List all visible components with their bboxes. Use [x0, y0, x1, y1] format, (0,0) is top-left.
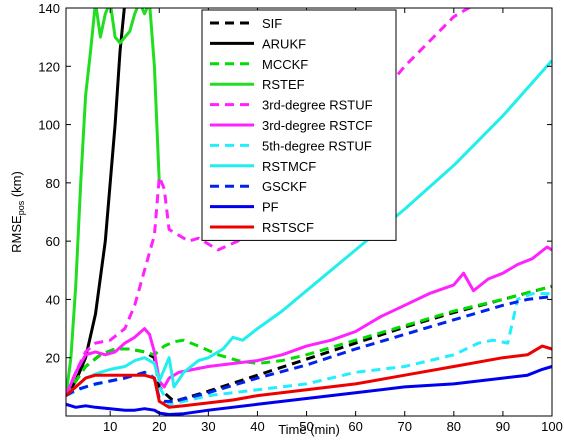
y-tick-label: 60	[46, 234, 60, 249]
y-tick-label: 80	[46, 176, 60, 191]
y-tick-label: 100	[38, 118, 60, 133]
y-axis-label-unit: (km)	[9, 171, 24, 201]
legend-label-8: GSCKF	[262, 179, 307, 194]
legend-label-7: RSTMCF	[262, 159, 316, 174]
x-tick-label: 90	[496, 419, 510, 434]
y-axis-label-main: RMSE	[9, 215, 24, 253]
legend-label-3: RSTEF	[262, 77, 305, 92]
series-line-10	[66, 344, 552, 409]
plot-frame	[65, 7, 553, 417]
y-tick-label: 140	[38, 1, 60, 16]
x-tick-label: 80	[447, 419, 461, 434]
x-tick-label: 50	[299, 419, 313, 434]
ticks-layer: 10 20 30 40 50 60 70 80 90 100 20 40 60 80 100 120 140	[38, 1, 563, 434]
legend-label-6: 5th-degree RSTUF	[262, 138, 372, 153]
y-tick-label: 40	[46, 292, 60, 307]
legend-label-1: ARUKF	[262, 36, 306, 51]
series-line-9	[66, 365, 552, 416]
y-tick-label: 120	[38, 59, 60, 74]
legend-label-4: 3rd-degree RSTUF	[262, 98, 373, 113]
legend-label-9: PF	[262, 200, 279, 215]
y-tick-label: 20	[46, 351, 60, 366]
legend-label-5: 3rd-degree RSTCF	[262, 118, 373, 133]
x-tick-label: 70	[397, 419, 411, 434]
series-line-6	[66, 292, 552, 406]
legend-label-2: MCCKF	[262, 57, 308, 72]
legend: SIF ARUKF MCCKF RSTEF 3rd-degree RSTUF 3rd-de…	[201, 9, 397, 241]
series-line-3	[66, 8, 161, 396]
x-axis-label: Time (min)	[278, 422, 340, 437]
y-axis-label: RMSEpos (km)	[9, 171, 26, 253]
legend-label-10: RSTSCF	[262, 220, 314, 235]
x-tick-label: 100	[541, 419, 563, 434]
x-tick-label: 30	[201, 419, 215, 434]
series-line-5	[66, 245, 552, 397]
series-line-7	[66, 59, 552, 397]
series-line-2	[66, 284, 552, 397]
x-tick-label: 60	[348, 419, 362, 434]
legend-label-0: SIF	[262, 16, 282, 31]
y-axis-label-subscript: pos	[16, 200, 26, 215]
series-line-8	[66, 295, 552, 403]
x-tick-label: 20	[152, 419, 166, 434]
x-tick-label: 40	[250, 419, 264, 434]
x-tick-label: 10	[103, 419, 117, 434]
